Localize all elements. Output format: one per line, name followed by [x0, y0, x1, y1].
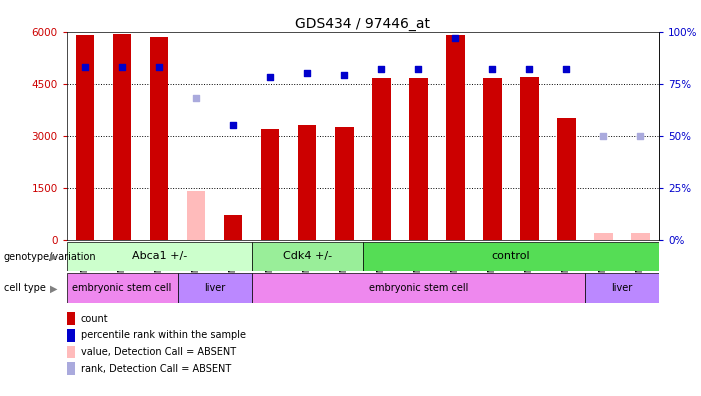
Point: [339, 72, 350, 78]
Text: control: control: [491, 251, 530, 261]
Bar: [252, 273, 585, 303]
Bar: [76, 35, 95, 240]
Point: [79, 64, 90, 70]
Point: [486, 66, 498, 72]
Point: [524, 66, 535, 72]
Text: count: count: [81, 314, 108, 324]
Bar: [261, 129, 280, 240]
Point: [301, 70, 313, 76]
Point: [116, 64, 128, 70]
Bar: [409, 78, 428, 240]
Point: [635, 132, 646, 139]
Title: GDS434 / 97446_at: GDS434 / 97446_at: [295, 17, 430, 30]
Text: liver: liver: [204, 283, 225, 293]
Bar: [177, 273, 252, 303]
Bar: [67, 273, 177, 303]
Text: embryonic stem cell: embryonic stem cell: [369, 283, 468, 293]
Point: [228, 122, 239, 128]
Bar: [585, 273, 659, 303]
Bar: [557, 118, 576, 240]
Bar: [67, 242, 252, 271]
Point: [376, 66, 387, 72]
Bar: [224, 215, 243, 240]
Bar: [594, 232, 613, 240]
Point: [598, 132, 609, 139]
Text: ▶: ▶: [50, 251, 57, 262]
Bar: [446, 35, 465, 240]
Point: [413, 66, 424, 72]
Bar: [298, 125, 316, 240]
Point: [191, 95, 202, 101]
Text: Abca1 +/-: Abca1 +/-: [132, 251, 186, 261]
Bar: [363, 242, 659, 271]
Bar: [187, 191, 205, 240]
Point: [154, 64, 165, 70]
Text: embryonic stem cell: embryonic stem cell: [72, 283, 172, 293]
Bar: [483, 78, 502, 240]
Point: [264, 74, 275, 80]
Point: [561, 66, 572, 72]
Point: [450, 35, 461, 41]
Bar: [150, 37, 168, 240]
Text: liver: liver: [611, 283, 632, 293]
Text: rank, Detection Call = ABSENT: rank, Detection Call = ABSENT: [81, 364, 231, 374]
Bar: [252, 242, 363, 271]
Bar: [372, 78, 390, 240]
Text: cell type: cell type: [4, 283, 46, 293]
Bar: [631, 232, 650, 240]
Bar: [335, 127, 353, 240]
Bar: [520, 77, 538, 240]
Text: ▶: ▶: [50, 283, 57, 293]
Text: value, Detection Call = ABSENT: value, Detection Call = ABSENT: [81, 347, 236, 357]
Text: Cdk4 +/-: Cdk4 +/-: [283, 251, 332, 261]
Text: percentile rank within the sample: percentile rank within the sample: [81, 330, 245, 341]
Text: genotype/variation: genotype/variation: [4, 251, 96, 262]
Bar: [113, 34, 131, 240]
